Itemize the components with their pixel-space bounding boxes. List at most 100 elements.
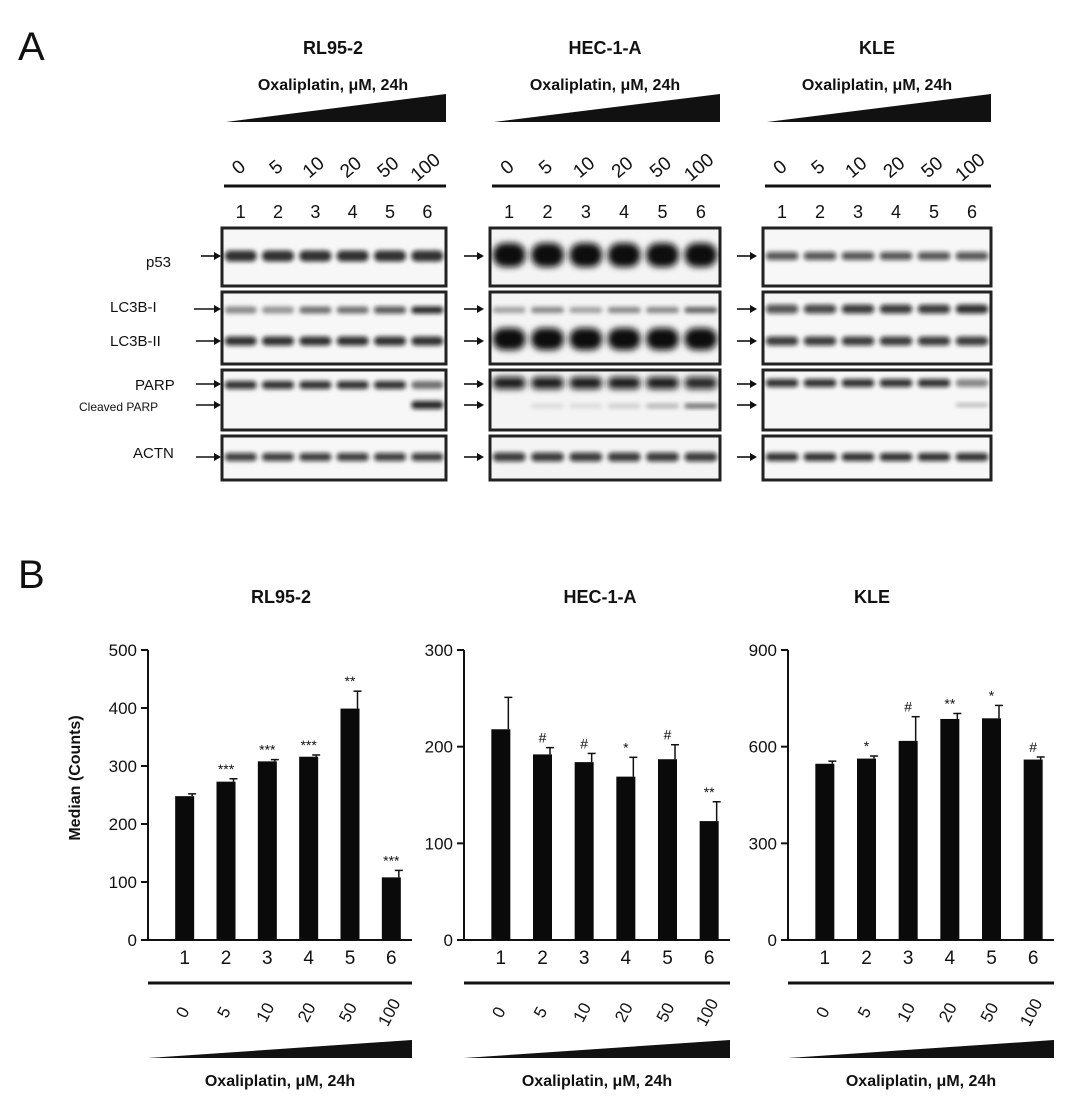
dose-label: 10 xyxy=(253,1000,279,1026)
blot-band xyxy=(955,336,989,346)
bar xyxy=(257,761,277,940)
blot-band xyxy=(803,252,837,260)
bar xyxy=(982,718,1001,940)
blot-band xyxy=(955,379,989,387)
panel-b-label: B xyxy=(18,553,45,597)
blot-band xyxy=(955,304,989,314)
bar xyxy=(381,877,401,940)
band-arrow xyxy=(196,401,221,409)
dose-label: 5 xyxy=(214,1004,235,1021)
band-arrow xyxy=(196,453,221,461)
band-arrow xyxy=(737,453,757,461)
bar xyxy=(898,740,918,940)
treatment-label: Oxaliplatin, μM, 24h xyxy=(802,77,952,94)
treatment-label: Oxaliplatin, μM, 24h xyxy=(205,1073,355,1090)
bar xyxy=(940,718,960,940)
significance-mark: * xyxy=(864,738,870,754)
blot-band xyxy=(411,381,444,389)
blot-band xyxy=(955,252,989,260)
significance-mark: # xyxy=(1029,739,1037,755)
band-arrow xyxy=(737,401,757,409)
y-tick-label: 0 xyxy=(444,931,453,950)
y-tick-label: 300 xyxy=(749,834,777,853)
chart-title: RL95-2 xyxy=(251,587,311,607)
lane-number: 5 xyxy=(929,202,939,222)
lane-number: 2 xyxy=(542,202,552,222)
dose-label: 100 xyxy=(374,995,404,1029)
dose-wedge xyxy=(494,94,720,122)
blot-band xyxy=(646,307,679,313)
dose-label: 100 xyxy=(1016,995,1046,1029)
y-tick-label: 400 xyxy=(109,699,137,718)
bar-chart-2: KLE030060090010*25#310**420*550#6100Oxal… xyxy=(749,587,1054,1090)
lane-number: 3 xyxy=(310,202,320,222)
blot-band xyxy=(531,307,564,313)
bar xyxy=(299,756,319,940)
blot-band xyxy=(607,452,641,462)
bar xyxy=(616,776,636,940)
blot-band xyxy=(411,401,444,409)
blot-band xyxy=(224,250,257,262)
lane-number: 5 xyxy=(657,202,667,222)
blot-band xyxy=(261,453,295,461)
blot-band xyxy=(224,336,257,346)
y-tick-label: 100 xyxy=(425,834,453,853)
x-tick-label: 2 xyxy=(537,948,548,969)
blot-band xyxy=(607,377,641,389)
significance-mark: * xyxy=(623,739,629,755)
blot-band xyxy=(224,453,257,461)
treatment-label: Oxaliplatin, μM, 24h xyxy=(258,77,408,94)
blot-band xyxy=(336,336,369,346)
blot-band xyxy=(917,453,951,461)
dose-label: 10 xyxy=(569,1000,595,1026)
dose-label: 20 xyxy=(294,1000,320,1026)
band-arrow xyxy=(464,380,484,388)
band-arrow xyxy=(201,252,221,260)
x-tick-label: 6 xyxy=(386,948,397,969)
significance-mark: *** xyxy=(300,737,317,753)
bar xyxy=(491,729,511,940)
band-arrow xyxy=(464,305,484,313)
blot-band xyxy=(879,336,913,346)
blot-band xyxy=(336,306,369,314)
band-arrow xyxy=(737,337,757,345)
blot-band xyxy=(373,453,407,461)
blot-band xyxy=(299,250,332,262)
band-arrow xyxy=(737,305,757,313)
significance-mark: *** xyxy=(259,742,276,758)
blot-band xyxy=(373,381,407,389)
blot-band xyxy=(646,243,679,267)
blot-band xyxy=(841,336,875,346)
y-tick-label: 900 xyxy=(749,641,777,660)
blot-band xyxy=(569,328,603,350)
lane-number: 6 xyxy=(696,202,706,222)
bar xyxy=(658,759,677,940)
blot-band xyxy=(569,243,603,267)
band-arrow xyxy=(737,252,757,260)
bar-charts-group: RL95-2010020030040050010***25***310***42… xyxy=(109,587,1054,1090)
bar xyxy=(857,758,876,940)
dose-label: 20 xyxy=(935,1000,961,1026)
x-tick-label: 6 xyxy=(1028,948,1039,969)
blot-band xyxy=(531,243,564,267)
blot-band xyxy=(373,306,407,314)
blot-band xyxy=(531,403,564,409)
blot-band xyxy=(261,250,295,262)
blot-band xyxy=(531,328,564,350)
y-tick-label: 100 xyxy=(109,873,137,892)
bar xyxy=(340,708,360,940)
blot-band xyxy=(879,304,913,314)
blot-band xyxy=(765,379,799,387)
band-arrow xyxy=(464,453,484,461)
blot-band xyxy=(765,453,799,461)
dose-label: 10 xyxy=(893,1000,919,1026)
lane-number: 3 xyxy=(853,202,863,222)
dose-label: 0 xyxy=(172,1004,193,1021)
treatment-label: Oxaliplatin, μM, 24h xyxy=(530,77,680,94)
blot-band xyxy=(917,304,951,314)
significance-mark: *** xyxy=(383,852,400,868)
dose-label: 5 xyxy=(530,1004,551,1021)
blot-box xyxy=(488,290,722,366)
blot-band xyxy=(569,307,603,313)
